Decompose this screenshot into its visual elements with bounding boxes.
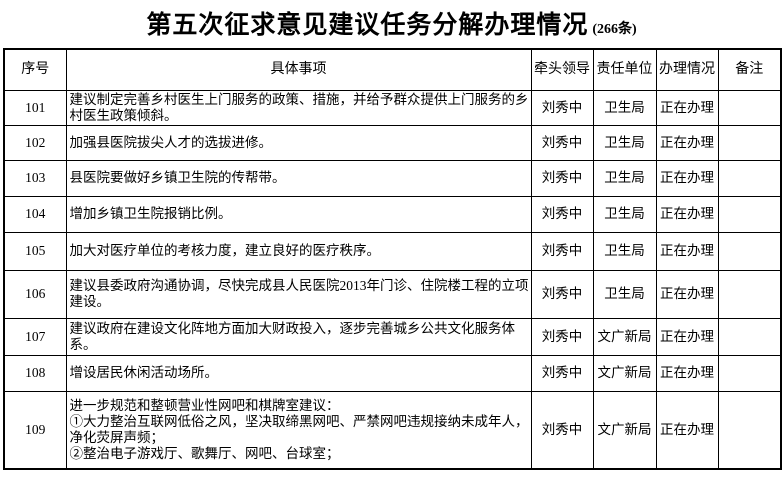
row-lead-leader: 刘秀中 [530,89,594,126]
header-handling-status: 办理情况 [655,48,719,91]
row-responsible-unit: 卫生局 [592,195,657,233]
row-handling-status: 正在办理 [655,195,719,233]
table-row: 106 建议县委政府沟通协调，尽快完成县人民医院2013年门诊、住院楼工程的立项… [3,269,782,319]
row-responsible-unit: 卫生局 [592,89,657,126]
row-specific-item: 建议县委政府沟通协调，尽快完成县人民医院2013年门诊、住院楼工程的立项建设。 [65,269,532,319]
row-lead-leader: 刘秀中 [530,195,594,233]
row-remark [717,354,782,392]
table-row: 109 进一步规范和整顿营业性网吧和棋牌室建议： ①大力整治互联网低俗之风，坚决… [3,390,782,470]
row-handling-status: 正在办理 [655,354,719,392]
row-serial-number: 107 [3,317,67,356]
row-specific-item: 增设居民休闲活动场所。 [65,354,532,392]
row-serial-number: 104 [3,195,67,233]
row-handling-status: 正在办理 [655,269,719,319]
row-responsible-unit: 卫生局 [592,231,657,271]
row-responsible-unit: 文广新局 [592,354,657,392]
header-specific-item: 具体事项 [65,48,532,91]
row-responsible-unit: 文广新局 [592,390,657,470]
row-lead-leader: 刘秀中 [530,159,594,197]
row-responsible-unit: 卫生局 [592,124,657,161]
row-serial-number: 105 [3,231,67,271]
header-lead-leader: 牵头领导 [530,48,594,91]
row-remark [717,159,782,197]
row-lead-leader: 刘秀中 [530,269,594,319]
table-row: 103 县医院要做好乡镇卫生院的传帮带。 刘秀中 卫生局 正在办理 [3,159,782,197]
row-lead-leader: 刘秀中 [530,390,594,470]
table-row: 108 增设居民休闲活动场所。 刘秀中 文广新局 正在办理 [3,354,782,392]
page-title: 第五次征求意见建议任务分解办理情况 (266条) [0,0,783,46]
row-specific-item: 建议政府在建设文化阵地方面加大财政投入，逐步完善城乡公共文化服务体系。 [65,317,532,356]
row-lead-leader: 刘秀中 [530,231,594,271]
row-specific-item: 进一步规范和整顿营业性网吧和棋牌室建议： ①大力整治互联网低俗之风，坚决取缔黑网… [65,390,532,470]
row-handling-status: 正在办理 [655,231,719,271]
row-handling-status: 正在办理 [655,390,719,470]
row-lead-leader: 刘秀中 [530,124,594,161]
row-handling-status: 正在办理 [655,124,719,161]
row-handling-status: 正在办理 [655,89,719,126]
header-responsible-unit: 责任单位 [592,48,657,91]
row-specific-item: 建议制定完善乡村医生上门服务的政策、措施，并给予群众提供上门服务的乡村医生政策倾… [65,89,532,126]
row-remark [717,195,782,233]
row-remark [717,317,782,356]
page-title-text: 第五次征求意见建议任务分解办理情况 [146,12,589,39]
table-row: 104 增加乡镇卫生院报销比例。 刘秀中 卫生局 正在办理 [3,195,782,233]
row-specific-item: 县医院要做好乡镇卫生院的传帮带。 [65,159,532,197]
row-remark [717,269,782,319]
task-status-table: 序号 具体事项 牵头领导 责任单位 办理情况 备注 101 建议制定完善乡村医生… [3,48,782,470]
row-handling-status: 正在办理 [655,317,719,356]
row-serial-number: 108 [3,354,67,392]
row-lead-leader: 刘秀中 [530,317,594,356]
table-row: 101 建议制定完善乡村医生上门服务的政策、措施，并给予群众提供上门服务的乡村医… [3,89,782,126]
row-specific-item: 加强县医院拔尖人才的选拔进修。 [65,124,532,161]
row-remark [717,89,782,126]
table-row: 107 建议政府在建设文化阵地方面加大财政投入，逐步完善城乡公共文化服务体系。 … [3,317,782,356]
row-responsible-unit: 卫生局 [592,159,657,197]
row-specific-item: 加大对医疗单位的考核力度，建立良好的医疗秩序。 [65,231,532,271]
row-remark [717,231,782,271]
page-title-count-note: (266条) [592,22,637,37]
header-serial-number: 序号 [3,48,67,91]
row-specific-item: 增加乡镇卫生院报销比例。 [65,195,532,233]
row-serial-number: 102 [3,124,67,161]
table-row: 105 加大对医疗单位的考核力度，建立良好的医疗秩序。 刘秀中 卫生局 正在办理 [3,231,782,271]
header-remark: 备注 [717,48,782,91]
row-serial-number: 103 [3,159,67,197]
row-responsible-unit: 卫生局 [592,269,657,319]
row-responsible-unit: 文广新局 [592,317,657,356]
row-serial-number: 109 [3,390,67,470]
row-serial-number: 106 [3,269,67,319]
row-remark [717,124,782,161]
table-header-row: 序号 具体事项 牵头领导 责任单位 办理情况 备注 [3,48,782,91]
row-remark [717,390,782,470]
row-handling-status: 正在办理 [655,159,719,197]
row-lead-leader: 刘秀中 [530,354,594,392]
table-row: 102 加强县医院拔尖人才的选拔进修。 刘秀中 卫生局 正在办理 [3,124,782,161]
row-serial-number: 101 [3,89,67,126]
